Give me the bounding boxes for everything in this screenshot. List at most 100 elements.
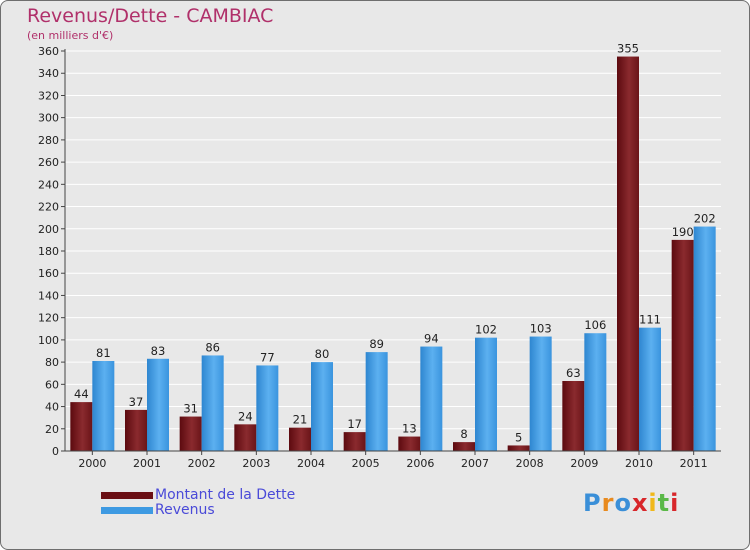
data-label: 77 (260, 350, 275, 364)
bar-revenus (365, 352, 388, 451)
bar-dette (125, 409, 147, 451)
data-label: 21 (293, 413, 308, 427)
y-tick-label: 280 (38, 134, 59, 147)
data-label: 202 (694, 212, 716, 226)
data-label: 83 (151, 344, 166, 358)
y-tick-label: 60 (45, 378, 59, 391)
bar-dette (179, 416, 202, 451)
data-label: 111 (639, 313, 661, 327)
bar-revenus (529, 336, 552, 451)
data-label: 37 (129, 395, 144, 409)
y-tick-label: 320 (38, 89, 59, 102)
bar-revenus (311, 362, 333, 451)
bar-dette (671, 239, 694, 451)
data-label: 8 (460, 427, 467, 441)
y-tick-label: 140 (38, 289, 59, 302)
x-tick-label: 2010 (625, 457, 653, 470)
legend-swatch-revenus (101, 506, 153, 514)
data-label: 13 (402, 422, 417, 436)
data-label: 24 (238, 409, 253, 423)
data-label: 86 (205, 340, 220, 354)
bar-dette (562, 381, 585, 451)
bar-dette (289, 427, 311, 451)
y-tick-label: 160 (38, 267, 59, 280)
y-tick-label: 300 (38, 112, 59, 125)
data-label: 102 (475, 323, 497, 337)
y-tick-label: 40 (45, 401, 59, 414)
bar-revenus (201, 355, 224, 451)
data-label: 81 (96, 346, 111, 360)
bar-dette (453, 442, 475, 451)
data-label: 106 (584, 318, 606, 332)
legend-item-revenus: Revenus (101, 502, 215, 518)
legend-label-dette: Montant de la Dette (155, 487, 296, 503)
data-label: 103 (530, 322, 552, 336)
data-label: 355 (617, 42, 639, 56)
logo-letter: x (631, 489, 649, 517)
y-tick-label: 120 (38, 312, 59, 325)
y-tick-label: 80 (45, 356, 59, 369)
y-tick-label: 360 (38, 45, 59, 58)
legend-item-dette: Montant de la Dette (101, 487, 295, 503)
chart-title: Revenus/Dette - CAMBIAC (27, 5, 274, 27)
data-label: 31 (183, 402, 198, 416)
bars: 44 81 37 83 31 86 24 77 21 80 17 89 13 94 8 102 5 103 63 10… (70, 42, 716, 452)
bar-revenus (693, 226, 716, 451)
grid-lines (65, 50, 721, 452)
bar-dette (70, 402, 93, 451)
x-tick-label: 2001 (133, 457, 161, 470)
data-label: 190 (672, 225, 694, 239)
y-tick-label: 240 (38, 178, 59, 191)
x-tick-label: 2003 (242, 457, 270, 470)
data-label: 80 (315, 347, 330, 361)
y-tick-label: 220 (38, 201, 59, 214)
logo-letter: r (601, 489, 615, 517)
x-tick-label: 2009 (570, 457, 598, 470)
bar-revenus (639, 327, 661, 451)
y-tick-label: 180 (38, 245, 59, 258)
y-tick-label: 200 (38, 223, 59, 236)
x-tick-label: 2004 (297, 457, 325, 470)
data-label: 89 (369, 337, 384, 351)
bar-revenus (584, 333, 607, 451)
x-tick-label: 2007 (461, 457, 489, 470)
legend-swatch-dette (101, 491, 153, 499)
bar-dette (507, 445, 530, 451)
logo-letter: i (648, 489, 658, 517)
y-tick-label: 340 (38, 67, 59, 80)
bar-revenus (420, 346, 443, 451)
proxiti-logo: Proxiti (583, 489, 679, 517)
bar-revenus (475, 337, 497, 451)
data-label: 17 (347, 417, 362, 431)
y-tick-label: 100 (38, 334, 59, 347)
x-tick-label: 2008 (516, 457, 544, 470)
y-axis-ticks: 0 20 40 60 80 100 120 140 160 180 200 220 240 260 280 3… (38, 45, 65, 458)
bar-revenus (92, 361, 115, 451)
legend-label-revenus: Revenus (155, 502, 215, 518)
bar-dette (343, 432, 366, 451)
bar-dette (398, 436, 421, 451)
x-tick-label: 2006 (406, 457, 434, 470)
x-tick-label: 2002 (188, 457, 216, 470)
data-label: 94 (424, 332, 439, 346)
chart-subtitle: (en milliers d'€) (27, 29, 114, 42)
x-tick-label: 2000 (78, 457, 106, 470)
y-tick-label: 20 (45, 423, 59, 436)
bar-dette (234, 424, 257, 451)
x-axis-ticks: 2000 2001 2002 2003 2004 2005 2006 2007 2008 2009… (78, 451, 708, 470)
data-label: 63 (566, 366, 581, 380)
data-label: 44 (74, 387, 89, 401)
logo-letter: P (583, 489, 602, 517)
logo-letter: t (657, 489, 671, 517)
bar-dette (617, 56, 639, 452)
axes (64, 49, 721, 452)
logo-letter: o (614, 489, 632, 517)
bar-revenus (256, 365, 279, 451)
x-tick-label: 2005 (352, 457, 380, 470)
data-label: 5 (515, 430, 522, 444)
bar-revenus (147, 358, 169, 451)
logo-letter: i (670, 489, 680, 517)
y-tick-label: 260 (38, 156, 59, 169)
